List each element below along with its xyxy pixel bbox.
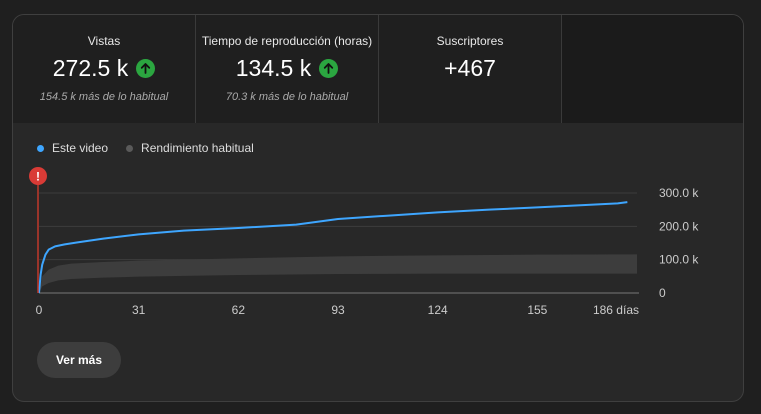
x-tick-label: 62	[232, 303, 246, 317]
metric-subtext: 154.5 k más de lo habitual	[39, 91, 169, 103]
x-tick-label: 186 días	[593, 303, 639, 317]
legend-label: Rendimiento habitual	[141, 141, 254, 155]
arrow-up-icon	[319, 59, 339, 78]
chart-legend: Este video Rendimiento habitual	[37, 141, 254, 155]
x-tick-label: 93	[331, 303, 345, 317]
legend-dot	[37, 144, 44, 152]
metric-label: Suscriptores	[436, 34, 504, 48]
x-tick-label: 0	[36, 303, 43, 317]
metric-placeholder	[562, 15, 743, 123]
y-tick-label: 200.0 k	[659, 219, 699, 233]
views-chart: ! 300.0 k 200.0 k 100.0 k 0 0 31 62 93 124 155 186 …	[29, 167, 699, 317]
metric-value: +467	[444, 55, 496, 81]
analytics-card: Vistas 272.5 k 154.5 k más de lo habitua…	[12, 14, 744, 402]
alert-icon	[29, 167, 47, 185]
metric-label: Tiempo de reproducción (horas)	[201, 34, 373, 48]
x-tick-label: 124	[428, 303, 448, 317]
see-more-button[interactable]: Ver más	[37, 342, 121, 378]
legend-dot	[126, 144, 134, 152]
series-line-this-video	[38, 201, 628, 294]
legend-label: Este video	[52, 141, 109, 155]
x-tick-label: 155	[527, 303, 547, 317]
metric-watch-time[interactable]: Tiempo de reproducción (horas) 134.5 k 7…	[196, 15, 379, 123]
typical-performance-band	[39, 254, 637, 293]
metric-value: 272.5 k	[52, 55, 129, 81]
legend-item-this-video[interactable]: Este video	[37, 141, 108, 155]
metric-views[interactable]: Vistas 272.5 k 154.5 k más de lo habitua…	[13, 15, 196, 123]
y-tick-label: 100.0 k	[659, 253, 699, 267]
alert-icon-glyph: !	[36, 170, 40, 184]
metric-subtext: 70.3 k más de lo habitual	[225, 91, 349, 103]
metrics-row: Vistas 272.5 k 154.5 k más de lo habitua…	[13, 15, 743, 123]
metric-subscribers[interactable]: Suscriptores +467	[379, 15, 562, 123]
metric-label: Vistas	[87, 34, 121, 48]
y-tick-label: 0	[659, 286, 666, 300]
y-tick-label: 300.0 k	[659, 186, 699, 200]
legend-item-typical[interactable]: Rendimiento habitual	[126, 141, 254, 155]
arrow-up-icon	[136, 59, 156, 78]
x-tick-label: 31	[132, 303, 146, 317]
metric-value: 134.5 k	[235, 55, 312, 81]
